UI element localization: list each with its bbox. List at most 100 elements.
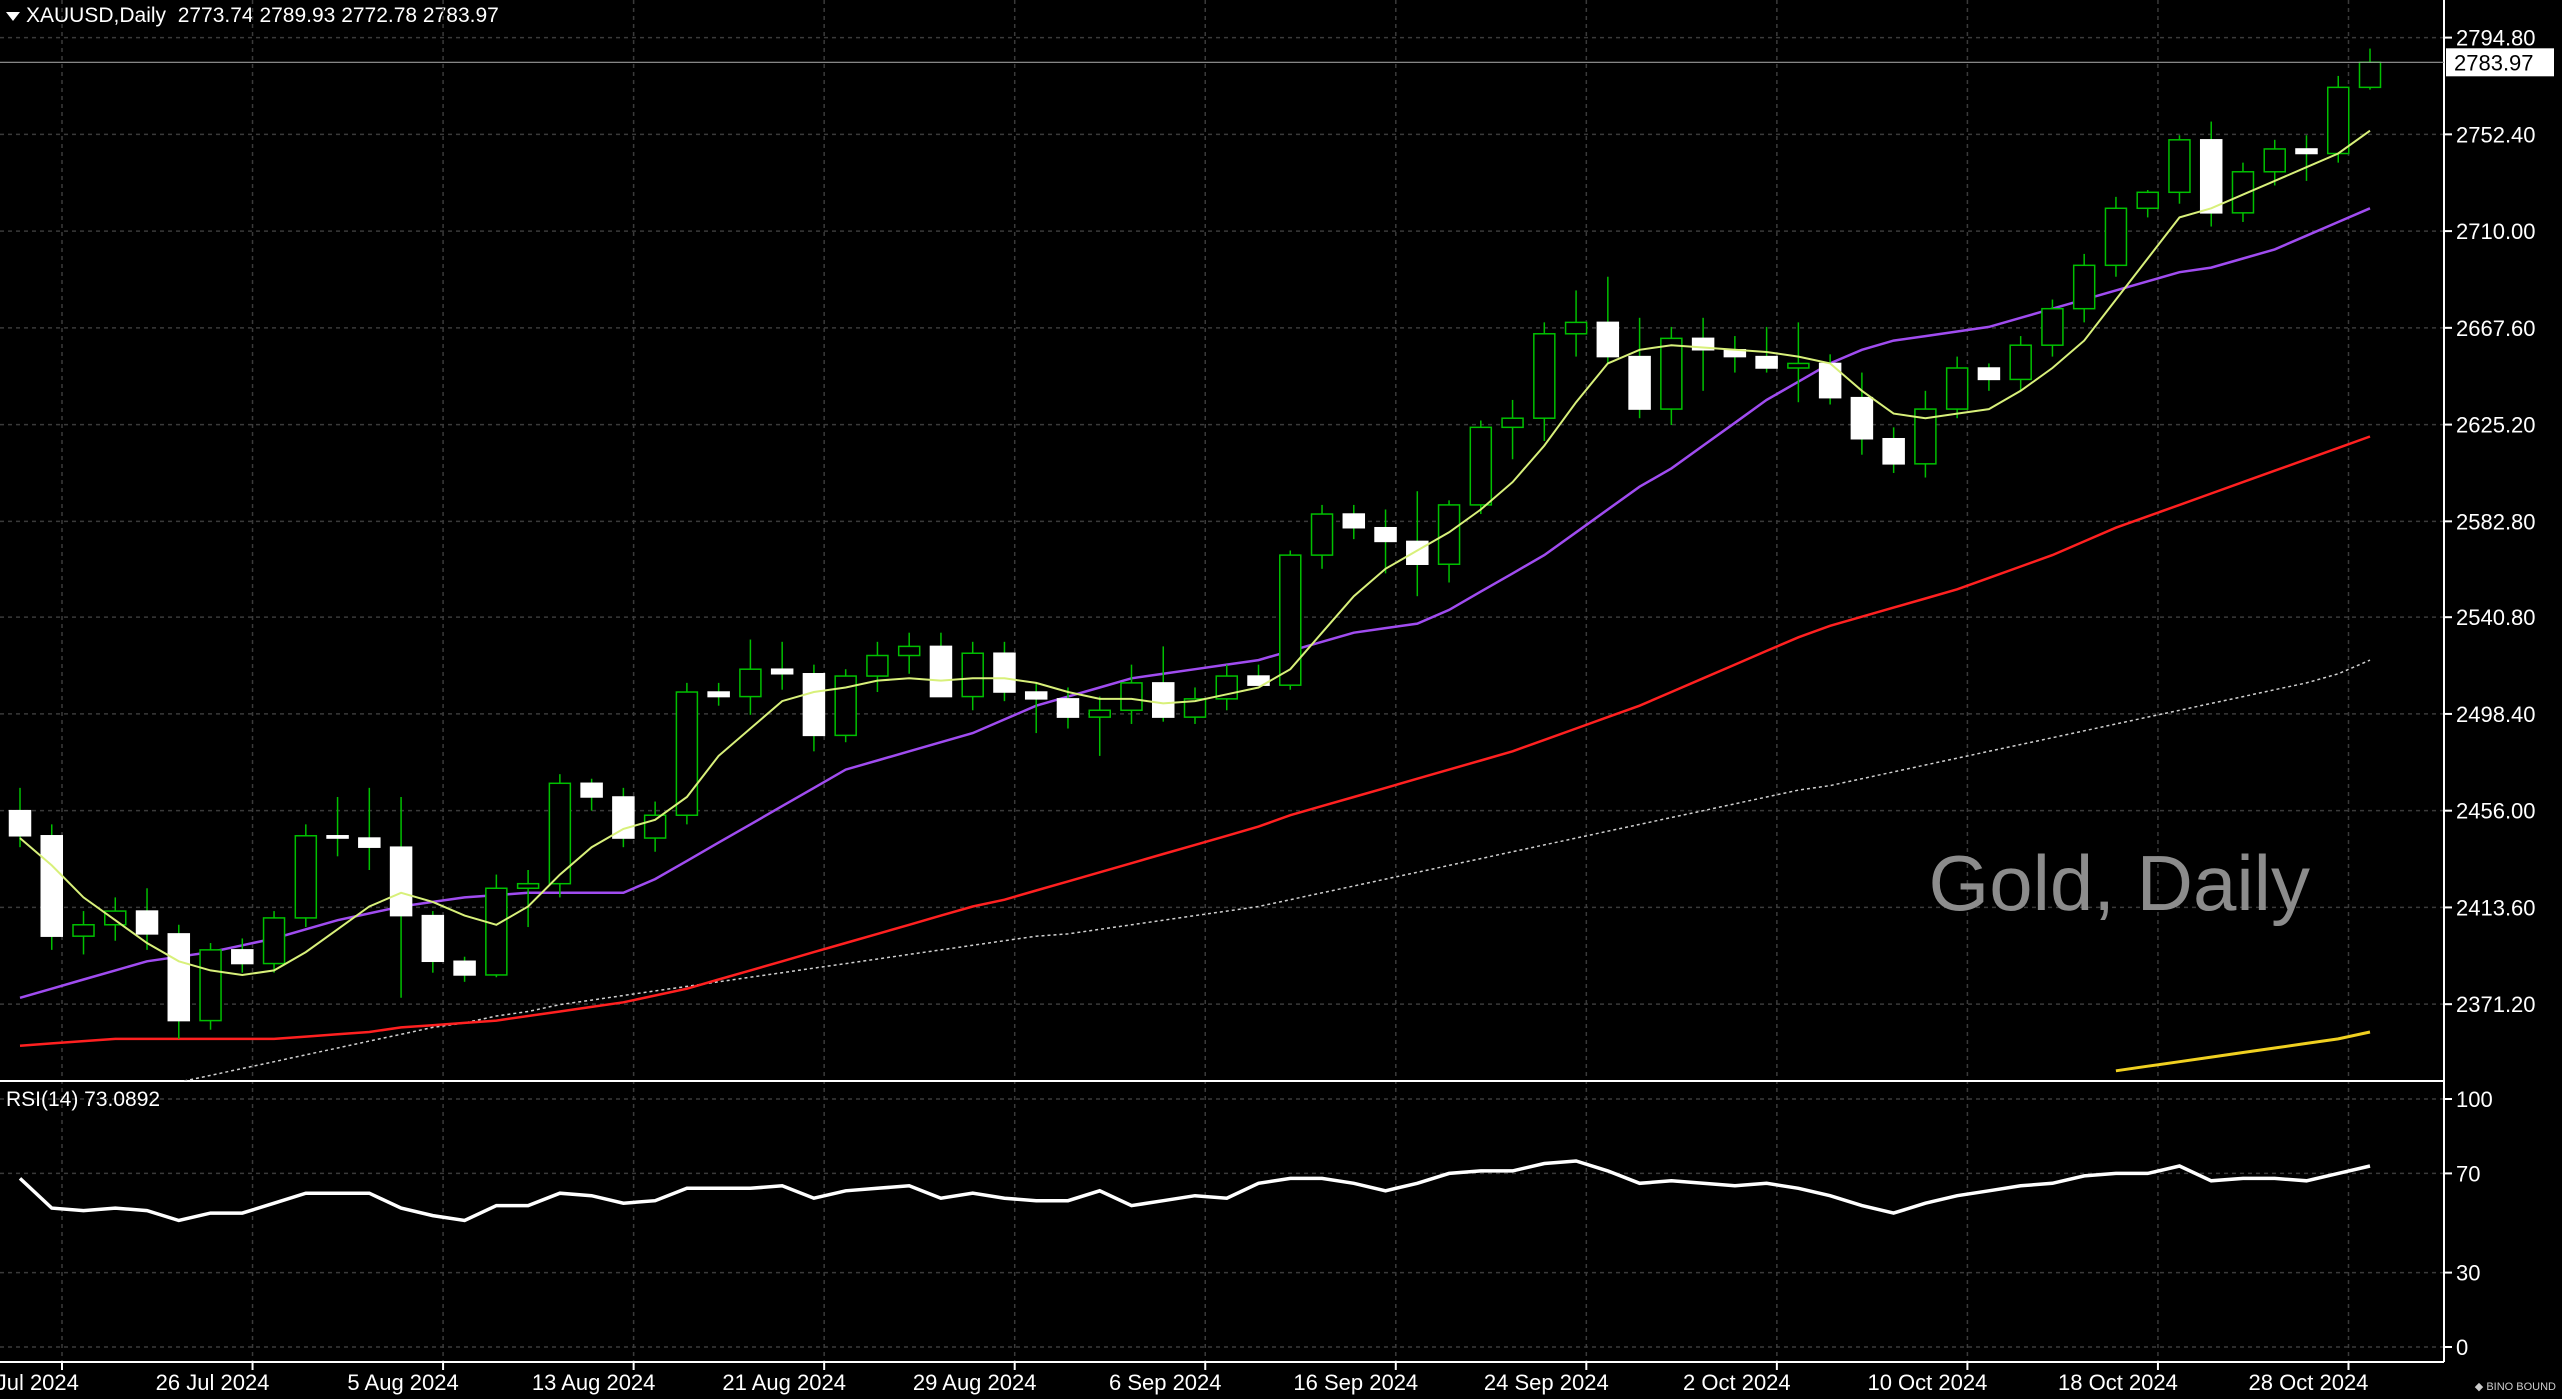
candle-body: [707, 691, 730, 698]
candle-body: [1945, 367, 1969, 410]
candle-body: [72, 924, 95, 937]
price-tag-box: [2446, 48, 2554, 77]
y-tick-label: 2710.00: [2456, 219, 2536, 244]
candle-body: [1120, 682, 1143, 712]
candle-body: [199, 949, 222, 1022]
candle-body: [675, 691, 699, 816]
candle-body: [2104, 207, 2128, 267]
candle-body: [1437, 504, 1461, 565]
x-tick-label: 18 Jul 2024: [0, 1370, 79, 1395]
y-tick-label: 2667.60: [2456, 316, 2536, 341]
candle-body: [2041, 307, 2064, 346]
candle-body: [1088, 709, 1111, 718]
candle-body: [1755, 355, 1778, 369]
candle-body: [2231, 171, 2255, 214]
candle-body: [453, 960, 476, 976]
candle-body: [1691, 337, 1715, 351]
x-tick-label: 10 Oct 2024: [1867, 1370, 1987, 1395]
candle-body: [1882, 437, 1905, 465]
candle-body: [326, 835, 349, 839]
ma-long-line: [180, 659, 2371, 1081]
candle-body: [485, 887, 508, 976]
y-tick-label: 2371.20: [2456, 992, 2536, 1017]
y-tick-label: 2752.40: [2456, 122, 2536, 147]
candle-body: [1406, 540, 1429, 565]
rsi-tick-label: 30: [2456, 1261, 2480, 1286]
candle-body: [1183, 698, 1207, 718]
candle-body: [2168, 139, 2191, 194]
ma-fast-line: [19, 129, 2371, 977]
price-tag-label: 2783.97: [2454, 50, 2534, 75]
candle-body: [8, 809, 32, 837]
candle-body: [897, 645, 921, 657]
candle-body: [1024, 691, 1048, 700]
y-tick-label: 2540.80: [2456, 605, 2536, 630]
candle-body: [135, 910, 159, 935]
candle-body: [1596, 321, 1620, 358]
candle-body: [358, 837, 381, 848]
candle-body: [2199, 139, 2223, 214]
brand-logo: ◆ BINO BOUND: [2475, 1380, 2556, 1393]
x-tick-label: 29 Aug 2024: [913, 1370, 1037, 1395]
candle-body: [167, 933, 191, 1022]
candle-body: [1660, 337, 1683, 410]
candle-body: [294, 835, 318, 919]
candle-body: [2358, 61, 2382, 89]
candle-body: [961, 652, 984, 698]
candle-body: [993, 652, 1016, 693]
candle-body: [2136, 191, 2159, 210]
candle-body: [231, 949, 254, 965]
candle-body: [739, 668, 762, 698]
x-tick-label: 5 Aug 2024: [347, 1370, 458, 1395]
candle-body: [1374, 526, 1397, 543]
y-tick-label: 2794.80: [2456, 26, 2536, 51]
candle-body: [612, 796, 635, 839]
candle-body: [580, 782, 603, 798]
candle-body: [1056, 698, 1080, 718]
collapse-triangle-icon[interactable]: [6, 11, 20, 21]
candle-body: [834, 675, 857, 737]
x-tick-label: 28 Oct 2024: [2249, 1370, 2369, 1395]
candle-body: [389, 846, 413, 917]
rsi-tick-label: 100: [2456, 1087, 2493, 1112]
x-tick-label: 26 Jul 2024: [156, 1370, 270, 1395]
rsi-line: [18, 1159, 2371, 1223]
candle-body: [1628, 355, 1651, 410]
chart-watermark: Gold, Daily: [1928, 839, 2310, 927]
candle-body: [421, 914, 445, 963]
candle-body: [1850, 396, 1874, 440]
y-tick-label: 2625.20: [2456, 413, 2536, 438]
candle-body: [262, 917, 286, 965]
candle-body: [548, 782, 572, 885]
ma-slow-line: [19, 435, 2371, 1047]
candle-body: [1533, 333, 1556, 419]
x-tick-label: 2 Oct 2024: [1683, 1370, 1791, 1395]
candle-body: [1279, 554, 1302, 686]
rsi-tick-label: 70: [2456, 1161, 2480, 1186]
ma-trend-line: [2115, 1030, 2371, 1073]
x-tick-label: 6 Sep 2024: [1109, 1370, 1222, 1395]
candle-body: [1914, 408, 1937, 465]
candle-body: [2263, 148, 2286, 173]
candle-body: [1151, 682, 1175, 718]
ohlc-values: 2773.74 2789.93 2772.78 2783.97: [177, 4, 499, 27]
candle-body: [802, 673, 826, 737]
chart-info: XAUUSD,Daily 2773.74 2789.93 2772.78 278…: [6, 4, 499, 28]
candle-body: [516, 882, 540, 890]
x-tick-label: 16 Sep 2024: [1293, 1370, 1418, 1395]
y-tick-label: 2456.00: [2456, 799, 2536, 824]
logo-icon: ◆: [2474, 1381, 2487, 1393]
candle-body: [770, 668, 794, 675]
y-tick-label: 2582.80: [2456, 509, 2536, 534]
candle-body: [1469, 426, 1493, 506]
candle-body: [866, 654, 889, 677]
candle-body: [1787, 362, 1810, 369]
y-tick-label: 2498.40: [2456, 702, 2536, 727]
rsi-tick-label: 0: [2456, 1335, 2468, 1360]
candle-body: [2009, 344, 2032, 381]
logo-text: BINO BOUND: [2486, 1381, 2556, 1393]
x-tick-label: 13 Aug 2024: [532, 1370, 656, 1395]
candle-body: [1342, 513, 1366, 529]
candle-body: [929, 645, 953, 698]
